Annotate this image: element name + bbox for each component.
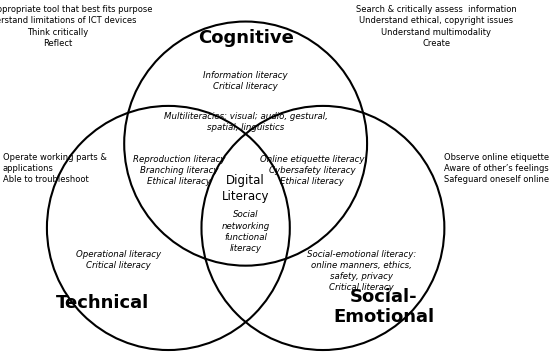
Text: Search & critically assess  information
Understand ethical, copyright issues
Und: Search & critically assess information U… (355, 5, 517, 48)
Text: Online etiquette literacy
Cybersafety literacy
Ethical literacy: Online etiquette literacy Cybersafety li… (259, 155, 364, 186)
Text: Social-
Emotional: Social- Emotional (333, 288, 434, 326)
Text: Social
networking
functional
literacy: Social networking functional literacy (221, 210, 270, 253)
Text: Digital
Literacy: Digital Literacy (222, 174, 269, 203)
Text: Observe online etiquette
Aware of other’s feelings
Safeguard oneself online: Observe online etiquette Aware of other’… (444, 153, 549, 184)
Text: Cognitive: Cognitive (198, 29, 294, 47)
Text: Technical: Technical (56, 294, 148, 312)
Text: Select appropriate tool that best fits purpose
Understand limitations of ICT dev: Select appropriate tool that best fits p… (0, 5, 153, 48)
Text: Information literacy
Critical literacy: Information literacy Critical literacy (203, 71, 288, 91)
Text: Social-emotional literacy:
online manners, ethics,
safety, privacy
Critical lite: Social-emotional literacy: online manner… (307, 250, 416, 292)
Text: Reproduction literacy
Branching literacy
Ethical literacy: Reproduction literacy Branching literacy… (133, 155, 226, 186)
Text: Multiliteracies: visual; audio, gestural,
spatial, linguistics: Multiliteracies: visual; audio, gestural… (164, 112, 327, 132)
Text: Operational literacy
Critical literacy: Operational literacy Critical literacy (76, 250, 161, 270)
Text: Operate working parts &
applications
Able to troubleshoot: Operate working parts & applications Abl… (3, 153, 107, 184)
